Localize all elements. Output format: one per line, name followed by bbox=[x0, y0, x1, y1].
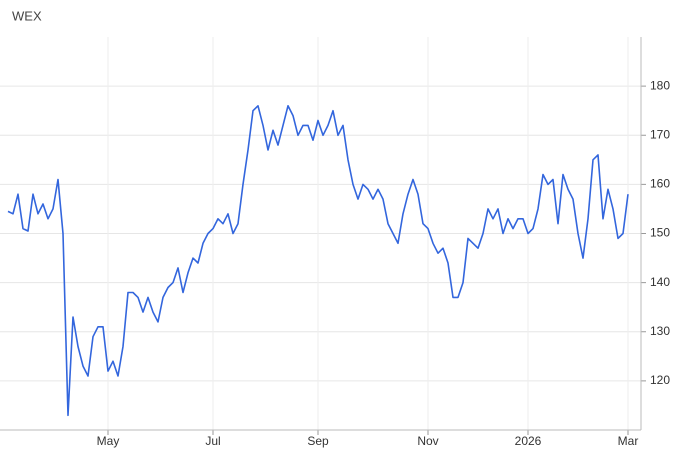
y-tick-label: 160 bbox=[650, 177, 670, 191]
y-tick-label: 120 bbox=[650, 373, 670, 387]
x-tick-label: 2026 bbox=[515, 434, 542, 448]
x-tick-label: May bbox=[97, 434, 120, 448]
y-tick-label: 130 bbox=[650, 324, 670, 338]
y-tick-label: 140 bbox=[650, 275, 670, 289]
y-tick-label: 180 bbox=[650, 78, 670, 92]
x-tick-label: Nov bbox=[417, 434, 438, 448]
x-tick-label: Sep bbox=[307, 434, 329, 448]
chart-title: WEX bbox=[12, 8, 42, 23]
x-tick-label: Mar bbox=[618, 434, 639, 448]
y-tick-label: 150 bbox=[650, 226, 670, 240]
price-line bbox=[7, 105, 629, 417]
y-tick-label: 170 bbox=[650, 127, 670, 141]
x-tick-label: Jul bbox=[205, 434, 220, 448]
